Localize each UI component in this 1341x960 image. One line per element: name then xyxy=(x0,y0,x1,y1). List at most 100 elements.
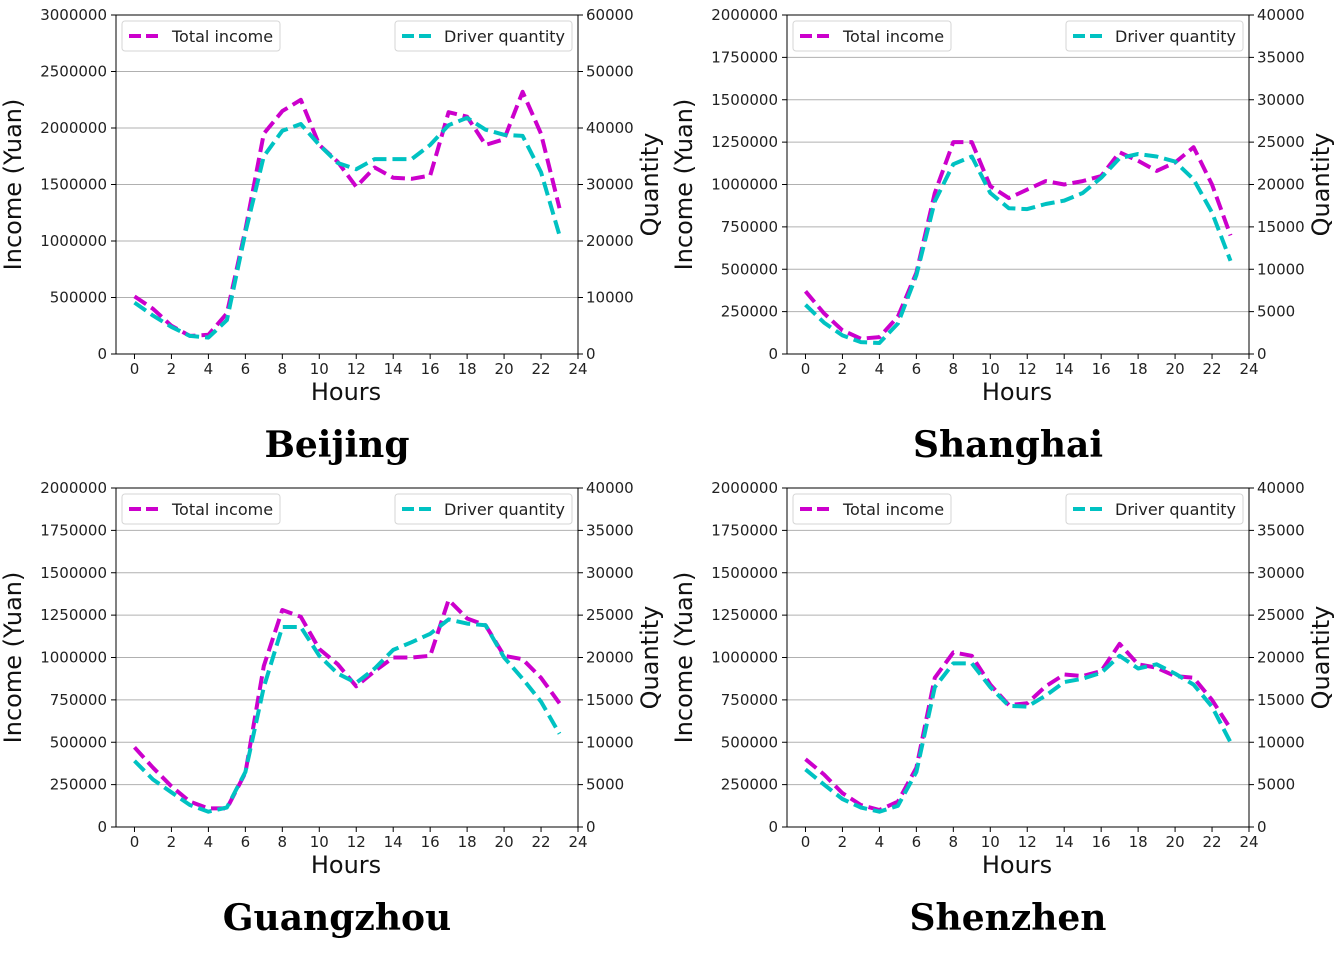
x-tick-label: 0 xyxy=(130,833,140,851)
x-tick-label: 0 xyxy=(130,360,140,378)
y-left-tick-label: 1500000 xyxy=(40,176,107,194)
y-right-tick-label: 20000 xyxy=(586,232,634,250)
x-tick-label: 16 xyxy=(421,360,440,378)
series-line-driver-quantity xyxy=(804,653,1233,814)
x-tick-label: 18 xyxy=(458,360,477,378)
y-left-tick-label: 1500000 xyxy=(40,564,107,582)
y-left-tick-label: 1000000 xyxy=(40,649,107,667)
series-line-total-income xyxy=(133,89,562,338)
legend-label: Driver quantity xyxy=(444,500,565,519)
x-axis-label: Hours xyxy=(982,378,1052,406)
x-tick-label: 22 xyxy=(1202,833,1221,851)
y-left-axis-label: Income (Yuan) xyxy=(0,572,27,744)
x-tick-label: 18 xyxy=(1129,833,1148,851)
y-right-tick-label: 30000 xyxy=(1257,564,1305,582)
x-tick-label: 2 xyxy=(167,360,177,378)
x-tick-label: 0 xyxy=(801,833,811,851)
legend-total-income: Total income xyxy=(121,493,281,525)
y-right-axis-label: Quantity xyxy=(1307,606,1335,710)
legend-total-income: Total income xyxy=(792,20,952,52)
legend-box xyxy=(121,493,281,525)
y-right-tick-label: 30000 xyxy=(1257,91,1305,109)
x-tick-label: 4 xyxy=(875,833,885,851)
y-right-tick-label: 10000 xyxy=(1257,260,1305,278)
x-tick-label: 4 xyxy=(204,360,214,378)
chart-panel-shenzhen: 0 2 4 6 8 10 12 14 16 18 20 22 240250000500000750000… xyxy=(670,479,1335,939)
y-left-axis-label: Income (Yuan) xyxy=(670,572,698,744)
y-right-tick-label: 25000 xyxy=(1257,606,1305,624)
x-tick-label: 12 xyxy=(1018,360,1037,378)
x-tick-label: 4 xyxy=(875,360,885,378)
y-right-tick-label: 35000 xyxy=(1257,48,1305,66)
y-right-tick-label: 40000 xyxy=(586,119,634,137)
y-right-tick-label: 35000 xyxy=(586,521,634,539)
y-left-tick-label: 1750000 xyxy=(711,48,778,66)
y-left-tick-label: 2000000 xyxy=(40,119,107,137)
y-right-tick-label: 5000 xyxy=(1257,303,1295,321)
x-axis-label: Hours xyxy=(982,851,1052,879)
y-left-tick-label: 500000 xyxy=(50,733,107,751)
x-tick-label: 12 xyxy=(347,833,366,851)
y-right-tick-label: 35000 xyxy=(1257,521,1305,539)
x-tick-label: 6 xyxy=(241,360,251,378)
x-tick-label: 22 xyxy=(531,833,550,851)
legend-driver-quantity: Driver quantity xyxy=(394,493,573,525)
y-left-tick-label: 750000 xyxy=(50,691,107,709)
legend-driver-quantity: Driver quantity xyxy=(394,20,573,52)
legend-driver-quantity: Driver quantity xyxy=(1065,20,1244,52)
y-right-tick-label: 20000 xyxy=(586,649,634,667)
legend-total-income: Total income xyxy=(121,20,281,52)
y-right-tick-label: 10000 xyxy=(1257,733,1305,751)
x-tick-label: 0 xyxy=(801,360,811,378)
y-left-axis-label: Income (Yuan) xyxy=(0,99,27,271)
y-right-tick-label: 5000 xyxy=(1257,776,1295,794)
y-left-tick-label: 2000000 xyxy=(40,479,107,497)
x-tick-label: 22 xyxy=(1202,360,1221,378)
y-left-tick-label: 1750000 xyxy=(40,521,107,539)
chart-panel-guangzhou: 0 2 4 6 8 10 12 14 16 18 20 22 240250000500000750000… xyxy=(0,479,664,939)
y-left-tick-label: 250000 xyxy=(721,776,778,794)
x-tick-label: 14 xyxy=(1055,360,1074,378)
legend-label: Driver quantity xyxy=(1115,500,1236,519)
x-tick-label: 2 xyxy=(167,833,177,851)
y-left-tick-label: 2000000 xyxy=(711,479,778,497)
x-axis-label: Hours xyxy=(311,851,381,879)
x-tick-label: 10 xyxy=(310,833,329,851)
x-tick-label: 24 xyxy=(1239,833,1258,851)
x-tick-label: 12 xyxy=(347,360,366,378)
y-right-tick-label: 25000 xyxy=(1257,133,1305,151)
y-right-tick-label: 20000 xyxy=(1257,649,1305,667)
legend-box xyxy=(394,493,573,525)
x-tick-label: 20 xyxy=(1166,833,1185,851)
chart-caption: Guangzhou xyxy=(223,897,451,939)
series-line-driver-quantity xyxy=(133,115,562,340)
y-right-tick-label: 40000 xyxy=(586,479,634,497)
y-left-tick-label: 1250000 xyxy=(711,133,778,151)
y-right-axis-label: Quantity xyxy=(636,606,664,710)
y-left-tick-label: 500000 xyxy=(721,733,778,751)
y-left-tick-label: 0 xyxy=(97,818,107,836)
y-left-tick-label: 1250000 xyxy=(711,606,778,624)
series-line-driver-quantity xyxy=(133,617,562,814)
x-tick-label: 2 xyxy=(838,833,848,851)
legend-label: Total income xyxy=(842,500,944,519)
x-tick-label: 24 xyxy=(568,360,587,378)
y-right-tick-label: 60000 xyxy=(586,6,634,24)
x-tick-label: 8 xyxy=(949,360,959,378)
y-left-tick-label: 750000 xyxy=(721,218,778,236)
x-tick-label: 10 xyxy=(981,360,1000,378)
x-tick-label: 10 xyxy=(981,833,1000,851)
series-line-driver-quantity xyxy=(804,152,1233,345)
x-tick-label: 2 xyxy=(838,360,848,378)
y-left-axis-label: Income (Yuan) xyxy=(670,99,698,271)
chart-caption: Shenzhen xyxy=(910,897,1107,939)
x-tick-label: 24 xyxy=(568,833,587,851)
y-left-tick-label: 1500000 xyxy=(711,564,778,582)
y-left-tick-label: 1000000 xyxy=(40,232,107,250)
x-tick-label: 4 xyxy=(204,833,214,851)
x-tick-label: 14 xyxy=(1055,833,1074,851)
y-right-tick-label: 40000 xyxy=(1257,479,1305,497)
legend-driver-quantity: Driver quantity xyxy=(1065,493,1244,525)
x-tick-label: 8 xyxy=(278,833,288,851)
y-right-tick-label: 0 xyxy=(586,818,596,836)
